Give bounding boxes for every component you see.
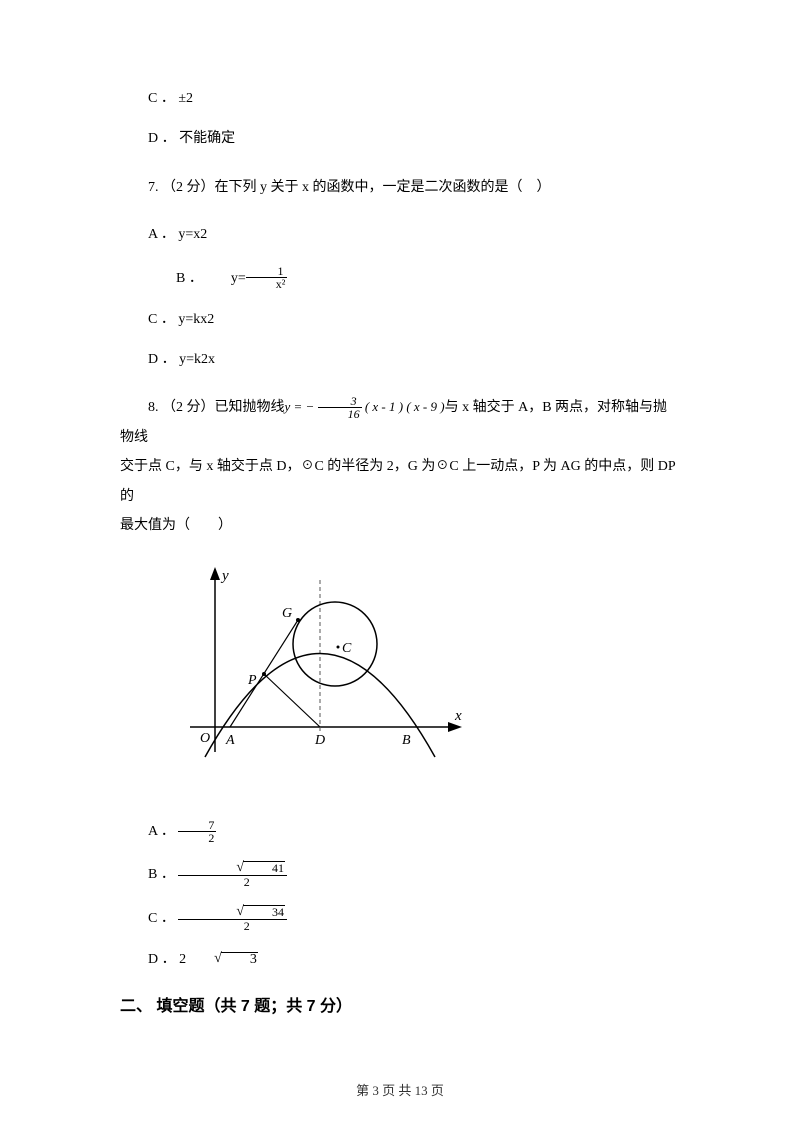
point-label-o: O: [200, 731, 210, 746]
option-text: y=kx2: [178, 312, 214, 327]
option-label: A ．: [148, 823, 175, 838]
q8-eq-lhs: y = −: [285, 399, 318, 414]
page-content: C ． ±2 D ． 不能确定 7. （2 分）在下列 y 关于 x 的函数中，…: [0, 0, 800, 1132]
option-text: 不能确定: [179, 131, 235, 146]
page-footer: 第 3 页 共 13 页: [0, 1081, 800, 1102]
prev-option-c: C ． ±2: [120, 88, 680, 110]
fraction-icon: 7 2: [178, 819, 216, 845]
section-2-heading: 二、 填空题（共 7 题；共 7 分）: [120, 994, 680, 1020]
q8-diagram: y x O A D B G C P: [170, 562, 680, 800]
point-label-g: G: [282, 606, 292, 621]
fraction-icon: 3 16: [318, 395, 362, 421]
point-label-p: P: [247, 673, 257, 688]
q7-option-a: A ． y=x2: [120, 224, 680, 246]
point-label-d: D: [314, 733, 325, 748]
q8-option-c: C ． √34 2: [120, 905, 680, 933]
q8-line2: 交于点 C，与 x 轴交于点 D，☉C 的半径为 2，G 为☉C 上一动点，P …: [120, 452, 680, 511]
option-label: B ．: [148, 268, 203, 290]
q8-option-b: B ． √41 2: [120, 861, 680, 889]
option-prefix: y=: [203, 268, 246, 290]
q7-option-b: B ． y= 1 x²: [120, 265, 680, 291]
option-label: A ．: [148, 227, 175, 242]
option-label: D ．: [148, 352, 176, 367]
q7-stem-prefix: 7. （2 分）在下列 y 关于 x 的函数中，一定是二次函数的是（: [148, 180, 523, 195]
option-label: C ．: [148, 91, 175, 106]
fraction-icon: √41 2: [178, 861, 287, 889]
question-7-stem: 7. （2 分）在下列 y 关于 x 的函数中，一定是二次函数的是（ ）: [120, 173, 680, 202]
option-text: y=x2: [178, 227, 207, 242]
fraction-icon: 1 x²: [246, 265, 288, 291]
axis-label-x: x: [454, 708, 462, 724]
option-text: y=k2x: [179, 352, 215, 367]
q8-line3: 最大值为（ ）: [120, 511, 680, 540]
prev-option-d: D ． 不能确定: [120, 128, 680, 150]
question-8-stem: 8. （2 分）已知抛物线y = − 3 16 ( x - 1 ) ( x - …: [120, 393, 680, 540]
fraction-icon: √34 2: [178, 905, 287, 933]
q7-stem-suffix: ）: [537, 180, 551, 195]
option-text: ±2: [178, 91, 193, 106]
option-label: C ．: [148, 910, 175, 925]
q8-option-d: D ． 2√3: [120, 949, 680, 972]
coef: 2: [179, 952, 186, 967]
option-label: D ．: [148, 131, 176, 146]
option-label: D ．: [148, 952, 176, 967]
option-label: C ．: [148, 312, 175, 327]
q7-option-c: C ． y=kx2: [120, 309, 680, 331]
axis-label-y: y: [220, 568, 229, 584]
q8-eq-tail: ( x - 1 ) ( x - 9 ): [362, 399, 445, 414]
q8-prefix: 8. （2 分）已知抛物线: [148, 400, 285, 415]
point-label-c: C: [342, 641, 352, 656]
q8-option-a: A ． 7 2: [120, 819, 680, 845]
option-label: B ．: [148, 866, 175, 881]
point-label-a: A: [225, 733, 235, 748]
q7-option-d: D ． y=k2x: [120, 349, 680, 371]
point-label-b: B: [402, 733, 411, 748]
